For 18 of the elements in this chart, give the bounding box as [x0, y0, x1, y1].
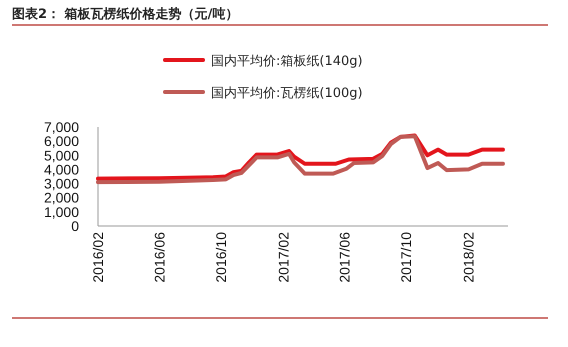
x-tick-label: 2017/06 — [336, 232, 352, 283]
y-tick-label: 2,000 — [44, 190, 80, 206]
y-tick-label: 7,000 — [44, 119, 80, 135]
legend-label: 国内平均价:瓦楞纸(100g) — [211, 86, 363, 101]
y-tick-label: 0 — [71, 218, 80, 234]
x-tick-label: 2016/10 — [213, 232, 230, 283]
x-tick-label: 2016/06 — [151, 232, 168, 283]
y-tick-label: 6,000 — [44, 133, 80, 150]
y-tick-label: 3,000 — [44, 176, 80, 192]
y-tick-label: 4,000 — [44, 161, 80, 178]
legend-label: 国内平均价:箱板纸(140g) — [211, 54, 363, 69]
x-tick-label: 2017/10 — [398, 232, 414, 283]
y-tick-label: 1,000 — [44, 204, 80, 220]
y-tick-label: 5,000 — [44, 147, 80, 164]
x-tick-label: 2017/02 — [275, 232, 292, 283]
x-tick-label: 2016/02 — [90, 232, 106, 283]
x-tick-label: 2018/02 — [460, 232, 476, 283]
chart-title: 图表2： 箱板瓦楞纸价格走势（元/吨） — [12, 6, 238, 22]
